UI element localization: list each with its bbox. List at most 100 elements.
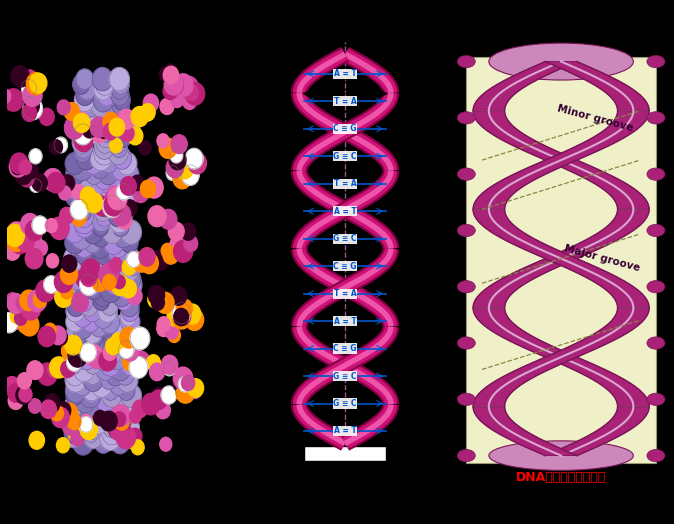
Circle shape [18, 373, 32, 389]
Circle shape [179, 377, 191, 392]
Circle shape [100, 271, 113, 285]
Circle shape [160, 210, 177, 229]
Text: C: C [171, 241, 177, 252]
Circle shape [96, 106, 113, 126]
Circle shape [13, 237, 26, 253]
Circle shape [64, 402, 80, 421]
Text: H: H [224, 130, 231, 140]
Circle shape [73, 432, 93, 455]
Circle shape [100, 426, 121, 450]
Circle shape [189, 384, 202, 398]
Circle shape [111, 157, 131, 181]
Text: T = A: T = A [334, 97, 357, 106]
Circle shape [140, 253, 158, 274]
Text: Base pairs: Base pairs [316, 463, 374, 473]
Circle shape [60, 275, 77, 295]
Circle shape [67, 323, 84, 342]
Circle shape [95, 169, 113, 190]
Circle shape [50, 217, 69, 239]
Circle shape [102, 173, 121, 196]
Circle shape [95, 265, 112, 285]
Circle shape [103, 275, 116, 290]
Circle shape [16, 296, 30, 311]
Circle shape [90, 122, 109, 143]
Circle shape [109, 211, 129, 233]
Circle shape [80, 406, 100, 428]
Circle shape [76, 238, 92, 258]
Text: Axis of helix: Axis of helix [309, 25, 381, 35]
Circle shape [124, 402, 140, 421]
Circle shape [122, 342, 138, 361]
Circle shape [100, 154, 117, 173]
Circle shape [113, 217, 129, 236]
Circle shape [92, 228, 109, 247]
Circle shape [112, 204, 131, 226]
Circle shape [61, 265, 78, 285]
Circle shape [121, 417, 140, 439]
Circle shape [28, 74, 40, 89]
Circle shape [92, 159, 109, 179]
Circle shape [66, 312, 83, 332]
Text: T = A: T = A [334, 289, 357, 298]
Circle shape [65, 183, 85, 207]
Circle shape [25, 248, 43, 269]
Circle shape [100, 411, 117, 431]
Circle shape [38, 363, 57, 385]
Circle shape [75, 243, 93, 264]
Circle shape [111, 358, 130, 381]
Circle shape [63, 417, 78, 435]
Circle shape [106, 276, 123, 294]
Circle shape [159, 138, 177, 158]
Ellipse shape [457, 112, 475, 124]
Circle shape [112, 391, 129, 411]
Circle shape [185, 148, 203, 169]
Circle shape [84, 254, 102, 275]
Circle shape [20, 314, 39, 336]
Circle shape [116, 364, 134, 385]
Circle shape [15, 311, 27, 325]
Circle shape [73, 112, 89, 130]
Circle shape [123, 354, 138, 371]
Circle shape [121, 328, 138, 348]
Circle shape [7, 293, 24, 313]
Circle shape [181, 163, 199, 185]
Circle shape [81, 187, 96, 204]
Circle shape [74, 137, 92, 158]
Circle shape [92, 68, 113, 91]
Circle shape [161, 386, 177, 404]
Circle shape [83, 122, 96, 138]
Circle shape [78, 80, 96, 100]
Circle shape [83, 120, 103, 144]
Circle shape [71, 184, 84, 200]
Circle shape [75, 389, 95, 413]
Circle shape [82, 400, 101, 423]
Circle shape [55, 271, 73, 292]
Circle shape [117, 183, 131, 200]
Circle shape [112, 96, 129, 115]
Circle shape [75, 127, 92, 147]
Circle shape [73, 375, 92, 396]
Text: O: O [181, 64, 189, 74]
Circle shape [19, 160, 32, 174]
Circle shape [75, 290, 93, 311]
Polygon shape [473, 62, 577, 110]
Circle shape [84, 301, 101, 322]
Circle shape [122, 269, 141, 290]
Circle shape [65, 378, 86, 402]
Text: G ≡ C: G ≡ C [334, 234, 357, 243]
Circle shape [84, 221, 103, 244]
Circle shape [32, 174, 47, 192]
Text: 1 nm: 1 nm [332, 76, 359, 86]
Circle shape [4, 89, 23, 111]
Circle shape [80, 296, 98, 316]
Circle shape [170, 236, 187, 255]
Ellipse shape [457, 393, 475, 406]
Text: c)  Major and minor grooves: c) Major and minor grooves [478, 7, 644, 17]
Circle shape [10, 308, 24, 324]
Circle shape [122, 322, 140, 343]
Ellipse shape [457, 56, 475, 68]
Text: C ≡ G: C ≡ G [334, 261, 357, 271]
Circle shape [27, 361, 43, 379]
Text: Backbones: Backbones [315, 480, 375, 490]
Circle shape [120, 125, 134, 141]
